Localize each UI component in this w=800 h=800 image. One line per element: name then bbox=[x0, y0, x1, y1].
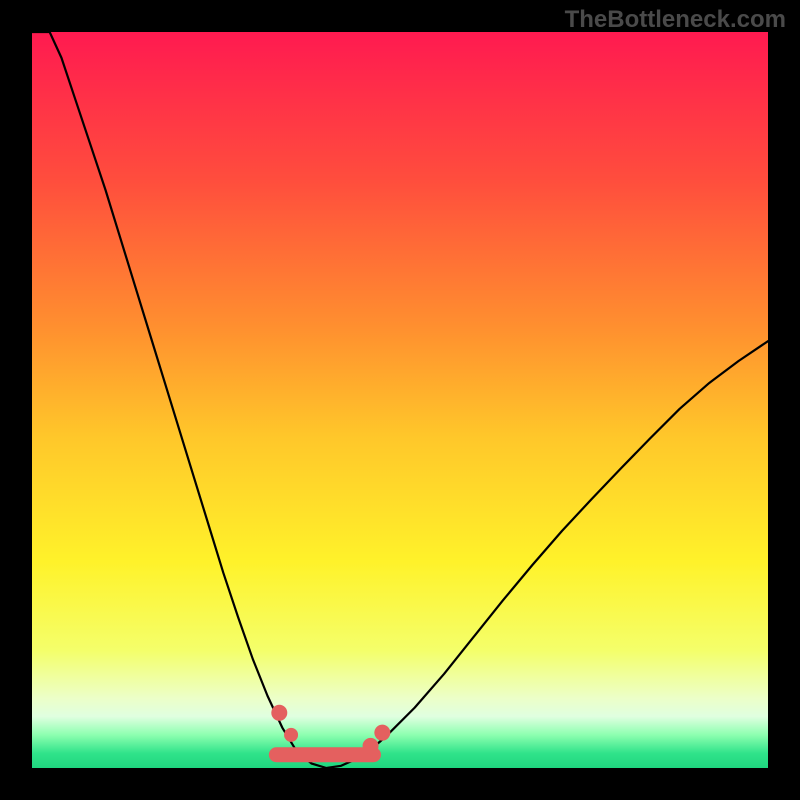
bottom-marker-dot bbox=[284, 728, 298, 742]
bottom-marker-dot bbox=[363, 738, 379, 754]
bottom-marker-dot bbox=[374, 725, 390, 741]
plot-layer bbox=[32, 32, 768, 768]
watermark-text: TheBottleneck.com bbox=[565, 6, 786, 34]
bottom-marker-dot bbox=[271, 705, 287, 721]
chart-stage: TheBottleneck.com bbox=[0, 0, 800, 800]
bottleneck-curve bbox=[32, 32, 768, 768]
